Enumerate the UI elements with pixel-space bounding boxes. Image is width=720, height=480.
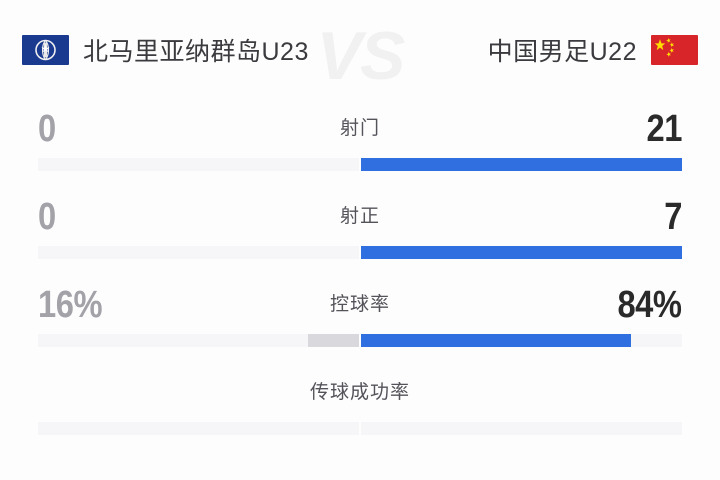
stat-bar-away-track (361, 246, 682, 259)
stat-row-values: 传球成功率 (38, 364, 682, 422)
match-header: VS 北马里亚纳群岛U23 中国男足U22 (0, 0, 720, 100)
stat-away-value: 84% (617, 284, 683, 326)
stat-bar-home-track (38, 158, 359, 171)
stat-bar-away-track (361, 422, 682, 435)
stat-home-value: 0 (38, 108, 56, 150)
stat-bar-away-track (361, 158, 682, 171)
stat-bar (38, 422, 682, 435)
stat-label: 控球率 (329, 294, 390, 315)
away-team-name: 中国男足U22 (487, 38, 637, 66)
home-team-name: 北马里亚纳群岛U23 (83, 38, 309, 66)
stat-row: 0 射门 21 (38, 100, 682, 188)
stat-bar-home-track (38, 334, 359, 347)
away-team[interactable]: 中国男足U22 (488, 32, 698, 68)
northern-mariana-islands-flag (22, 35, 69, 65)
stats-list: 0 射门 21 0 射正 7 (0, 100, 720, 452)
stat-bar (38, 334, 682, 347)
stat-label: 射正 (339, 206, 380, 227)
stat-bar (38, 158, 682, 171)
stat-row: 16% 控球率 84% (38, 276, 682, 364)
china-flag (651, 35, 698, 65)
home-team[interactable]: 北马里亚纳群岛U23 (22, 32, 309, 68)
stat-row: 0 射正 7 (38, 188, 682, 276)
stat-bar-away-fill (361, 246, 682, 259)
stat-bar-home-track (38, 422, 359, 435)
stat-bar-home-fill (307, 334, 359, 347)
stat-bar-away-fill (361, 158, 682, 171)
stat-home-value: 0 (38, 196, 56, 238)
stat-bar (38, 246, 682, 259)
stat-label: 传球成功率 (309, 382, 410, 403)
stat-label: 射门 (339, 118, 380, 139)
stat-bar-home-track (38, 246, 359, 259)
stat-away-value: 7 (664, 196, 682, 238)
stat-away-value: 21 (646, 108, 682, 150)
stat-row-values: 0 射门 21 (38, 100, 682, 158)
stat-row: 传球成功率 (38, 364, 682, 452)
stat-home-value: 16% (38, 284, 103, 326)
stat-bar-away-track (361, 334, 682, 347)
stat-row-values: 0 射正 7 (38, 188, 682, 246)
stat-row-values: 16% 控球率 84% (38, 276, 682, 334)
stat-bar-away-fill (361, 334, 631, 347)
